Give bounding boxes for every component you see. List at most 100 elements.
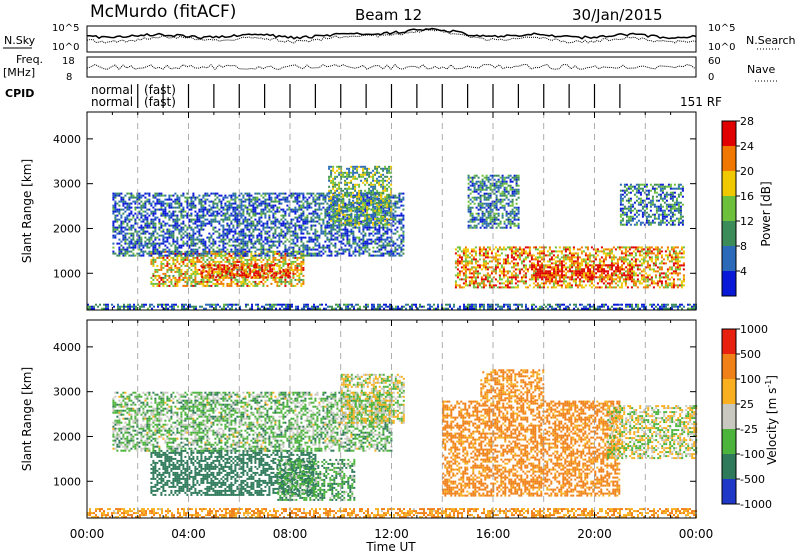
cell-power-cells-761 xyxy=(192,260,195,263)
cell-power-cells-2538 xyxy=(222,228,225,231)
cell-power-cells-2852 xyxy=(254,212,257,215)
cell-power-cells-92 xyxy=(191,305,193,308)
cell-power-cells-1751 xyxy=(134,200,137,203)
cell-power-cells-2573 xyxy=(226,210,229,213)
cell-power-cells-1842 xyxy=(144,192,147,195)
cell-power-cells-4301 xyxy=(340,165,343,168)
cell-power-cells-2323 xyxy=(196,230,199,233)
cell-power-cells-2266 xyxy=(190,226,193,229)
cell-power-cells-2553 xyxy=(224,202,227,205)
cell-power-cells-2723 xyxy=(240,252,243,255)
cell-power-cells-4127 xyxy=(394,232,397,235)
cell-power-cells-752 xyxy=(190,274,193,277)
cell-power-cells-4657 xyxy=(378,213,381,216)
cell-power-cells-1402 xyxy=(217,264,220,267)
cell-power-cells-4847 xyxy=(464,282,467,285)
cell-power-cells-3483 xyxy=(324,228,327,231)
cell-power-cells-2655 xyxy=(234,244,237,247)
cell-power-cells-3232 xyxy=(296,234,299,237)
cell-power-cells-4299 xyxy=(338,221,341,224)
cell-power-cells-4370 xyxy=(346,223,349,226)
cell-power-cells-3498 xyxy=(326,220,329,223)
cell-power-cells-4915 xyxy=(476,270,479,273)
cell-power-cells-2050 xyxy=(166,228,169,231)
cell-power-cells-3067 xyxy=(278,200,281,203)
cell-power-cells-4104 xyxy=(392,216,395,219)
cell-power-cells-2035 xyxy=(164,216,167,219)
cell-power-cells-1799 xyxy=(138,246,141,249)
cell-power-cells-2006 xyxy=(160,252,163,255)
cell-power-cells-4298 xyxy=(338,219,341,222)
cell-power-cells-3015 xyxy=(272,204,275,207)
cell-power-cells-3575 xyxy=(334,212,337,215)
cell-power-cells-2967 xyxy=(266,230,269,233)
cell-power-cells-303 xyxy=(435,307,437,310)
cell-power-cells-481 xyxy=(635,305,637,308)
cell-power-cells-384 xyxy=(521,303,523,306)
cell-power-cells-1549 xyxy=(112,198,115,201)
cell-power-cells-3469 xyxy=(322,246,325,249)
cell-power-cells-2659 xyxy=(234,252,237,255)
cell-power-cells-2903 xyxy=(260,212,263,215)
cell-power-cells-4632 xyxy=(376,197,379,200)
cell-power-cells-3594 xyxy=(336,204,339,207)
cell-power-cells-4512 xyxy=(362,219,365,222)
cell-power-cells-4488 xyxy=(360,191,363,194)
cell-power-cells-882 xyxy=(214,262,217,265)
cell-power-cells-2900 xyxy=(260,204,263,207)
cell-power-cells-2353 xyxy=(200,204,203,207)
cell-power-cells-1166 xyxy=(264,264,267,267)
cell-power-cells-147 xyxy=(263,307,265,310)
cell-power-cells-576 xyxy=(156,284,159,287)
cell-power-cells-3356 xyxy=(310,220,313,223)
cell-power-cells-594 xyxy=(160,276,163,279)
cell-power-cells-3065 xyxy=(278,194,281,197)
cell-power-cells-1885 xyxy=(148,214,151,217)
cell-power-cells-826 xyxy=(204,260,207,263)
cell-power-cells-238 xyxy=(359,305,361,308)
cell-power-cells-2 xyxy=(87,307,89,310)
cell-power-cells-1413 xyxy=(221,268,224,271)
cell-power-cells-2089 xyxy=(170,230,173,233)
cell-power-cells-3525 xyxy=(328,248,331,251)
cell-power-cells-1213 xyxy=(274,270,277,273)
cell-power-cells-2001 xyxy=(160,226,163,229)
cell-power-cells-1817 xyxy=(140,236,143,239)
cell-power-cells-4894 xyxy=(472,284,475,287)
cell-power-cells-4711 xyxy=(384,203,387,206)
cell-power-cells-3147 xyxy=(286,252,289,255)
cell-power-cells-2962 xyxy=(266,210,269,213)
cell-power-cells-1631 xyxy=(120,232,123,235)
cell-power-cells-3354 xyxy=(310,216,313,219)
cell-power-cells-2425 xyxy=(208,210,211,213)
cell-power-cells-4854 xyxy=(466,262,469,265)
cell-power-cells-2868 xyxy=(256,206,259,209)
cell-power-cells-1225 xyxy=(276,280,279,283)
cell-power-cells-349 xyxy=(483,305,485,308)
cell-power-cells-259 xyxy=(381,305,383,308)
cell-power-cells-1009 xyxy=(236,268,239,271)
cell-power-cells-167 xyxy=(283,303,285,306)
cell-power-cells-2205 xyxy=(182,242,185,245)
cell-power-cells-3861 xyxy=(366,194,369,197)
cell-power-cells-1702 xyxy=(128,218,131,221)
cell-power-cells-105 xyxy=(211,303,213,306)
cell-power-cells-2537 xyxy=(222,226,225,229)
cell-power-cells-2987 xyxy=(268,226,271,229)
cell-power-cells-111 xyxy=(215,307,217,310)
cell-power-cells-1295 xyxy=(290,260,293,263)
cell-power-cells-4455 xyxy=(356,199,359,202)
cell-power-cells-568 xyxy=(154,282,157,285)
cell-power-cells-2279 xyxy=(192,194,195,197)
cell-power-cells-4489 xyxy=(360,195,363,198)
cell-power-cells-2124 xyxy=(174,222,177,225)
cell-power-cells-4751 xyxy=(388,221,391,224)
cell-power-cells-2619 xyxy=(230,250,233,253)
cell-power-cells-4135 xyxy=(396,202,399,205)
cell-power-cells-1095 xyxy=(250,256,253,259)
cell-power-cells-4515 xyxy=(364,167,367,170)
cell-power-cells-4389 xyxy=(348,221,351,224)
cell-power-cells-1719 xyxy=(130,210,133,213)
cell-power-cells-4379 xyxy=(348,191,351,194)
cell-power-cells-1122 xyxy=(254,274,257,277)
